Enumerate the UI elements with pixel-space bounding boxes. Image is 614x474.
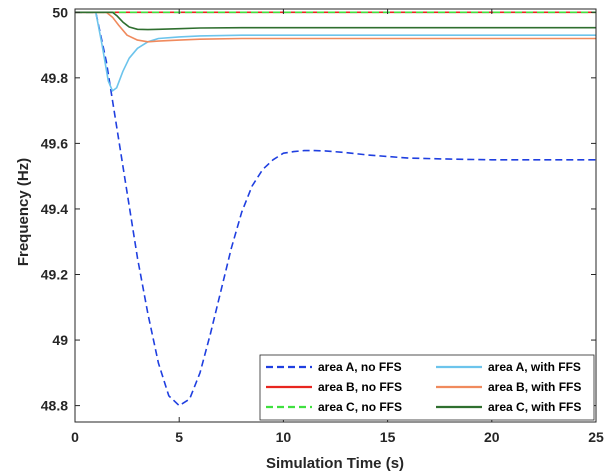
y-tick-label: 49.6 bbox=[41, 135, 68, 151]
series-line-6 bbox=[75, 11, 596, 31]
y-tick-label: 49.4 bbox=[41, 201, 68, 217]
legend-entry-label: area B, no FFS bbox=[318, 380, 402, 394]
y-tick-label: 48.8 bbox=[41, 398, 68, 414]
axes-layer bbox=[74, 8, 597, 423]
y-tick-label: 49.8 bbox=[41, 70, 68, 86]
x-axis-label: Simulation Time (s) bbox=[266, 455, 404, 472]
legend: area A, no FFS area A, with FFS area B, no… bbox=[259, 354, 595, 421]
x-tick-label: 20 bbox=[484, 429, 500, 445]
legend-entry-label: area A, no FFS bbox=[318, 360, 402, 374]
x-tick-label: 5 bbox=[175, 429, 183, 445]
x-tick-label: 25 bbox=[588, 429, 604, 445]
series-layer bbox=[75, 11, 596, 407]
y-tick-label: 50 bbox=[52, 4, 68, 20]
y-axis-label: Frequency (Hz) bbox=[15, 158, 32, 266]
legend-entry-label: area B, with FFS bbox=[488, 380, 581, 394]
y-tick-label: 49 bbox=[52, 332, 68, 348]
plot-area bbox=[75, 9, 596, 422]
legend-entry-label: area C, with FFS bbox=[488, 400, 581, 414]
series-line-1 bbox=[75, 11, 596, 407]
x-tick-label: 15 bbox=[380, 429, 396, 445]
x-tick-label: 0 bbox=[71, 429, 79, 445]
legend-entry-label: area C, no FFS bbox=[318, 400, 402, 414]
ticks-layer: 0 5 10 15 20 25 48.8 49 49.2 49.4 49.6 49.8 50 bbox=[41, 4, 604, 445]
x-tick-label: 10 bbox=[276, 429, 292, 445]
y-tick-label: 49.2 bbox=[41, 267, 68, 283]
legend-entry-label: area A, with FFS bbox=[488, 360, 581, 374]
series-line-4 bbox=[75, 11, 596, 92]
series-line-5 bbox=[75, 11, 596, 43]
legend-box bbox=[259, 354, 595, 421]
plot-frame bbox=[74, 8, 597, 423]
